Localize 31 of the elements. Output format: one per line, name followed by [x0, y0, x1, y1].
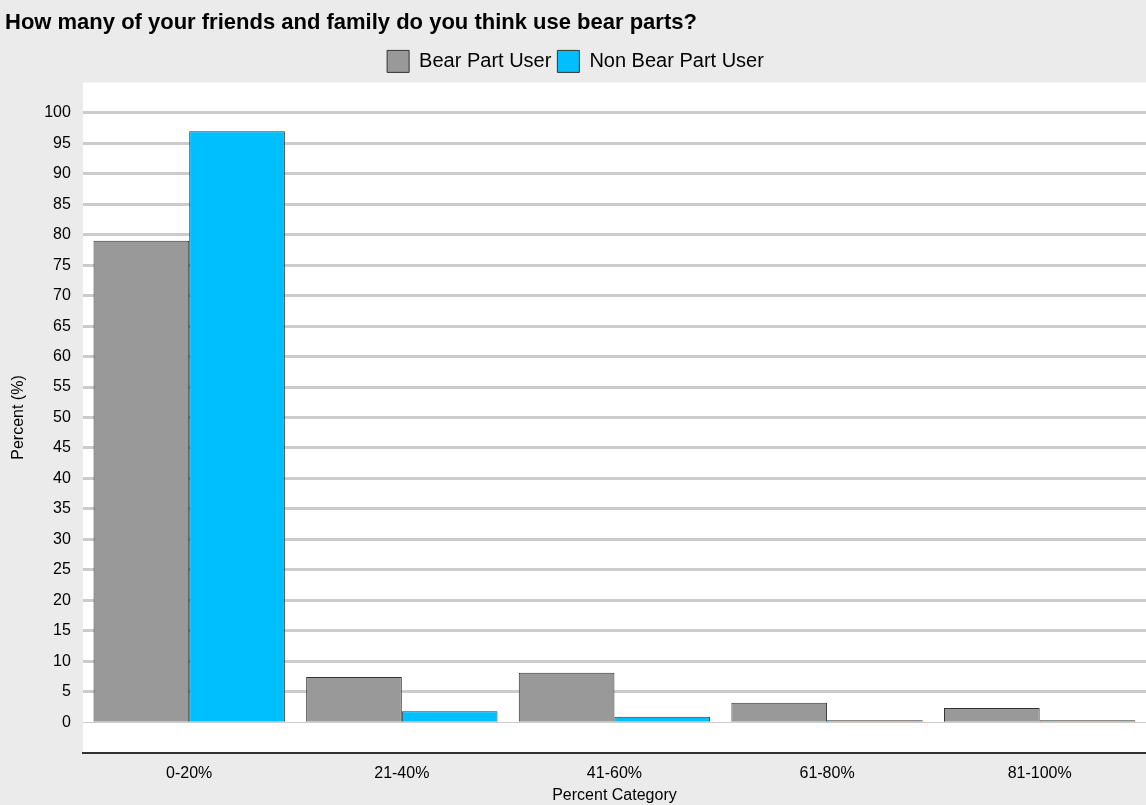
x-tick-label: 21-40% [374, 763, 430, 781]
x-axis-title: Percent Category [552, 785, 677, 803]
y-tick-label: 100 [44, 103, 71, 121]
chart-title: How many of your friends and family do you think use bear parts? [5, 9, 697, 35]
y-tick-label: 95 [53, 133, 71, 151]
y-tick-label: 75 [53, 255, 71, 273]
y-tick-label: 55 [53, 377, 71, 395]
y-axis-title: Percent (%) [9, 375, 27, 460]
y-tick-label: 5 [61, 682, 71, 700]
y-tick-label: 85 [53, 194, 71, 212]
y-tick-label: 40 [53, 468, 71, 486]
y-tick-label: 90 [53, 164, 71, 182]
y-tick-label: 15 [53, 621, 71, 639]
y-tick-label: 80 [53, 225, 71, 243]
y-tick-label: 30 [53, 529, 71, 547]
y-tick-label: 35 [53, 499, 71, 517]
y-tick-label: 0 [61, 712, 71, 730]
y-tick-label: 65 [53, 316, 71, 334]
y-tick-label: 10 [53, 651, 71, 669]
y-tick-label: 70 [53, 286, 71, 304]
x-tick-label: 0-20% [166, 763, 213, 781]
x-tick-label: 61-80% [799, 763, 855, 781]
legend-label: Non Bear Part User [589, 48, 765, 71]
y-tick-label: 20 [53, 590, 71, 608]
y-tick-label: 60 [53, 346, 71, 364]
x-tick-label: 41-60% [586, 763, 643, 781]
legend-label: Bear Part User [419, 48, 552, 71]
x-tick-label: 81-100% [1007, 763, 1072, 781]
y-tick-label: 25 [53, 560, 71, 578]
y-tick-label: 50 [53, 407, 71, 425]
y-tick-label: 45 [53, 438, 71, 456]
